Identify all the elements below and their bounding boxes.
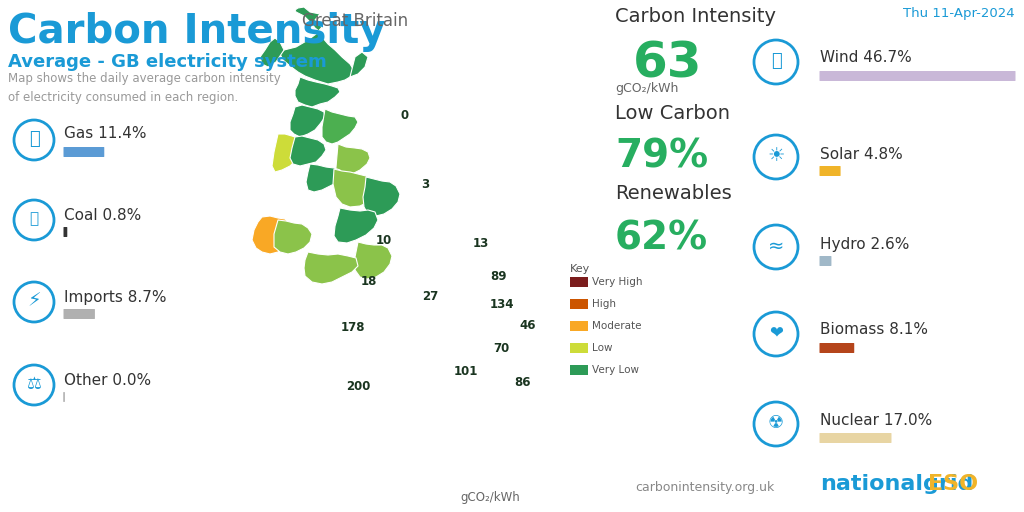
- Text: Low Carbon: Low Carbon: [615, 104, 730, 123]
- Polygon shape: [334, 208, 378, 243]
- FancyBboxPatch shape: [63, 392, 65, 402]
- FancyBboxPatch shape: [63, 227, 68, 237]
- Text: ≈: ≈: [768, 237, 784, 255]
- FancyBboxPatch shape: [819, 343, 854, 353]
- Text: 🗻: 🗻: [30, 211, 39, 226]
- Text: Biomass 8.1%: Biomass 8.1%: [820, 322, 928, 337]
- FancyBboxPatch shape: [819, 71, 1016, 81]
- Text: 134: 134: [489, 298, 514, 311]
- Text: Wind 46.7%: Wind 46.7%: [820, 50, 911, 65]
- Text: 13: 13: [473, 237, 489, 250]
- FancyBboxPatch shape: [63, 309, 95, 319]
- Text: Average - GB electricity system: Average - GB electricity system: [8, 53, 327, 71]
- Text: Renewables: Renewables: [615, 184, 732, 203]
- Polygon shape: [355, 242, 392, 279]
- Text: ⛽: ⛽: [29, 130, 39, 148]
- Text: 10: 10: [376, 234, 392, 247]
- Text: Thu 11-Apr-2024: Thu 11-Apr-2024: [903, 7, 1015, 20]
- Text: Low: Low: [592, 343, 612, 353]
- Text: Coal 0.8%: Coal 0.8%: [63, 208, 141, 223]
- Text: 18: 18: [360, 275, 377, 288]
- Text: Other 0.0%: Other 0.0%: [63, 373, 152, 388]
- Text: 0: 0: [400, 109, 409, 122]
- Polygon shape: [260, 38, 284, 67]
- FancyBboxPatch shape: [63, 147, 104, 157]
- Text: Very High: Very High: [592, 277, 642, 287]
- Bar: [570, 321, 588, 331]
- Text: High: High: [592, 299, 616, 309]
- Text: 89: 89: [490, 270, 507, 283]
- Polygon shape: [304, 252, 358, 284]
- Text: ☢: ☢: [768, 414, 784, 432]
- Polygon shape: [362, 177, 400, 216]
- Text: ❤: ❤: [769, 324, 783, 342]
- Text: Nuclear 17.0%: Nuclear 17.0%: [820, 413, 932, 428]
- Polygon shape: [306, 164, 342, 192]
- Polygon shape: [335, 144, 370, 178]
- Text: carbonintensity.org.uk: carbonintensity.org.uk: [635, 481, 774, 494]
- Text: Carbon Intensity: Carbon Intensity: [8, 12, 385, 52]
- Text: 70: 70: [494, 342, 510, 355]
- Polygon shape: [252, 216, 294, 254]
- Text: 79%: 79%: [615, 138, 709, 176]
- Bar: [570, 277, 588, 287]
- Polygon shape: [274, 220, 312, 254]
- Text: Carbon Intensity: Carbon Intensity: [615, 7, 776, 26]
- Text: Gas 11.4%: Gas 11.4%: [63, 126, 146, 141]
- FancyBboxPatch shape: [819, 433, 892, 443]
- Text: Moderate: Moderate: [592, 321, 641, 331]
- Bar: [570, 343, 588, 353]
- Text: 27: 27: [422, 290, 438, 304]
- Polygon shape: [272, 134, 304, 172]
- FancyBboxPatch shape: [819, 166, 841, 176]
- Text: Hydro 2.6%: Hydro 2.6%: [820, 237, 909, 252]
- Text: Very Low: Very Low: [592, 365, 639, 375]
- Polygon shape: [333, 169, 376, 207]
- Text: Great Britain: Great Britain: [302, 12, 409, 30]
- Text: Solar 4.8%: Solar 4.8%: [820, 147, 903, 162]
- Polygon shape: [290, 136, 326, 166]
- Text: 62%: 62%: [615, 220, 709, 258]
- Text: nationalgrid: nationalgrid: [820, 474, 974, 494]
- Text: gCO₂/kWh: gCO₂/kWh: [615, 82, 678, 95]
- Text: gCO₂/kWh: gCO₂/kWh: [460, 491, 520, 504]
- Text: ⦿: ⦿: [771, 52, 781, 70]
- Text: ESO: ESO: [928, 474, 978, 494]
- Bar: [570, 365, 588, 375]
- Text: Key: Key: [570, 264, 590, 274]
- Polygon shape: [322, 109, 358, 144]
- Polygon shape: [280, 7, 355, 84]
- Text: Map shows the daily average carbon intensity
of electricity consumed in each reg: Map shows the daily average carbon inten…: [8, 72, 281, 104]
- Polygon shape: [350, 52, 368, 77]
- Text: 178: 178: [341, 321, 366, 334]
- Text: 3: 3: [421, 178, 429, 191]
- FancyBboxPatch shape: [819, 256, 831, 266]
- Text: ☀: ☀: [767, 146, 784, 165]
- Text: 200: 200: [346, 380, 371, 393]
- Text: Imports 8.7%: Imports 8.7%: [63, 290, 167, 305]
- Bar: [570, 299, 588, 309]
- Polygon shape: [295, 77, 340, 107]
- Polygon shape: [290, 105, 325, 137]
- Text: 101: 101: [454, 365, 478, 378]
- Text: ⚡: ⚡: [27, 291, 41, 310]
- Text: ⚖: ⚖: [27, 375, 41, 393]
- Text: 63: 63: [633, 40, 702, 88]
- Text: 46: 46: [519, 318, 536, 332]
- Text: 86: 86: [514, 376, 530, 389]
